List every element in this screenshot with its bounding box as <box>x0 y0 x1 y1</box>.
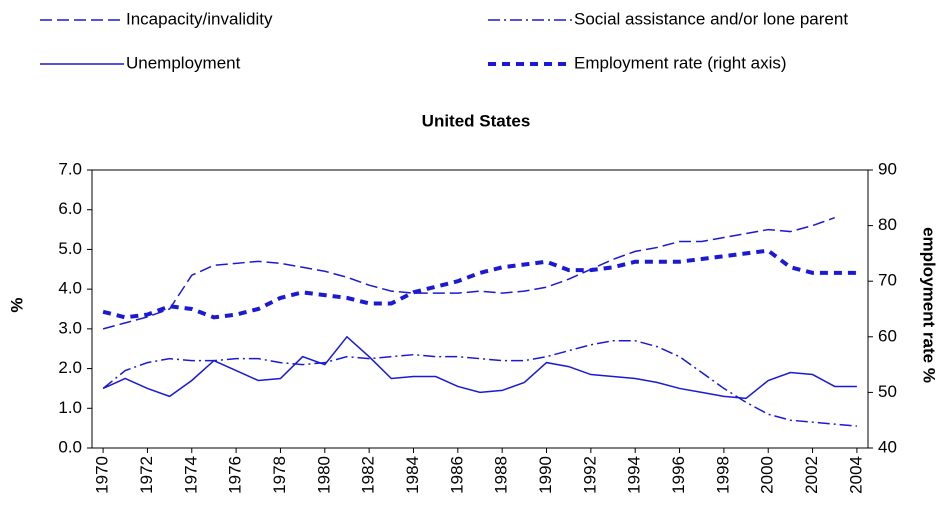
x-tick-label: 2004 <box>846 456 865 494</box>
x-tick-label: 1984 <box>403 456 422 494</box>
x-tick-label: 1990 <box>536 456 555 494</box>
y-tick-label: 4.0 <box>58 279 82 298</box>
y-axis-label: % <box>7 297 26 312</box>
x-tick-label: 1982 <box>359 456 378 494</box>
x-tick-label: 1970 <box>93 456 112 494</box>
y2-tick-label: 50 <box>878 382 897 401</box>
x-tick-label: 2002 <box>802 456 821 494</box>
x-tick-label: 2000 <box>758 456 777 494</box>
y-tick-label: 6.0 <box>58 199 82 218</box>
x-tick-label: 1994 <box>625 456 644 494</box>
y2-tick-label: 40 <box>878 437 897 456</box>
plot-frame <box>91 169 869 449</box>
series-line <box>102 335 857 400</box>
x-tick-label: 1988 <box>492 456 511 494</box>
chart-title: United States <box>422 111 531 130</box>
x-tick-label: 1998 <box>713 456 732 494</box>
y-tick-label: 3.0 <box>58 318 82 337</box>
x-tick-label: 1986 <box>447 456 466 494</box>
x-tick-label: 1976 <box>226 456 245 494</box>
y2-tick-label: 60 <box>878 326 897 345</box>
x-tick-label: 1972 <box>137 456 156 494</box>
y-tick-label: 0.0 <box>58 437 82 456</box>
legend-label: Unemployment <box>126 53 241 72</box>
y-tick-label: 2.0 <box>58 358 82 377</box>
series-line <box>102 340 857 427</box>
legend-label: Employment rate (right axis) <box>574 53 787 72</box>
y2-tick-label: 70 <box>878 271 897 290</box>
y-tick-label: 1.0 <box>58 398 82 417</box>
x-tick-label: 1992 <box>580 456 599 494</box>
x-tick-label: 1980 <box>314 456 333 494</box>
series-line <box>102 248 857 320</box>
x-tick-label: 1996 <box>669 456 688 494</box>
y-tick-label: 7.0 <box>58 159 82 178</box>
y2-tick-label: 90 <box>878 159 897 178</box>
x-tick-label: 1978 <box>270 456 289 494</box>
y2-axis-label: employment rate % <box>920 227 939 383</box>
x-tick-label: 1974 <box>181 456 200 494</box>
y-tick-label: 5.0 <box>58 239 82 258</box>
series-line <box>102 216 835 330</box>
y2-tick-label: 80 <box>878 215 897 234</box>
legend-label: Incapacity/invalidity <box>126 9 273 28</box>
legend-label: Social assistance and/or lone parent <box>574 9 848 28</box>
